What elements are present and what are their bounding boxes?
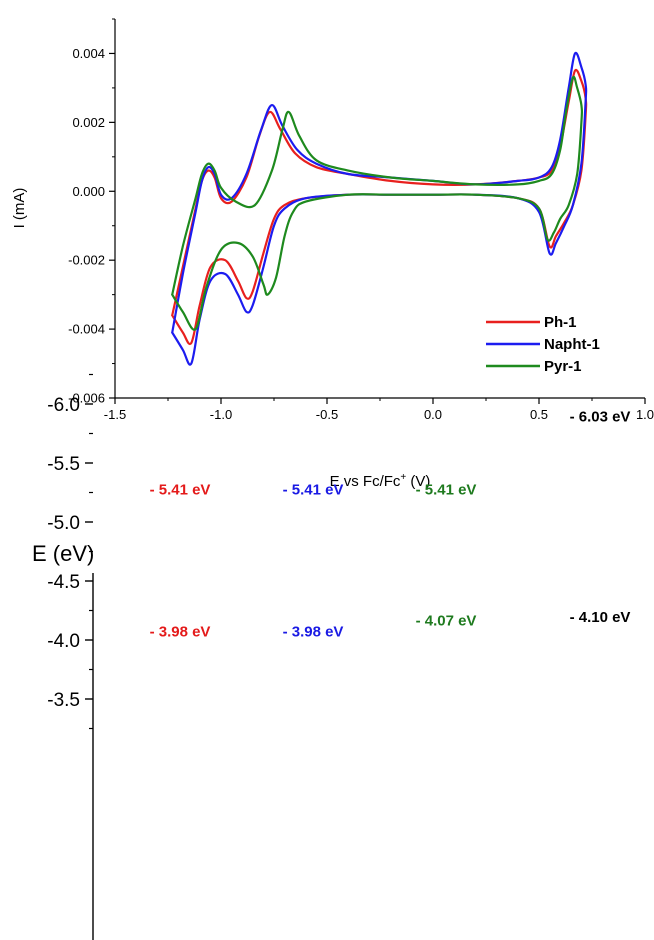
energy-box-label: C60 — [589, 511, 611, 531]
energy-level-chart: E (eV) -3.5 -4.0 -4.5 -5.0 -5.5 -6.0 Ph-1 - 3.… — [32, 373, 631, 940]
energy-levels: Ph-1 - 3.98 eV - 5.41 eV Napht-1 - 3.98 eV - … — [150, 408, 631, 640]
energy-y-tick-label: -4.5 — [47, 572, 80, 593]
cv-y-tick-label: -0.006 — [68, 391, 105, 406]
cv-x-axis-label: E vs Fc/Fc+ (V) — [330, 472, 431, 490]
cv-y-axis-label: I (mA) — [11, 188, 28, 229]
cv-x-tick-label: 1.0 — [636, 407, 654, 422]
energy-y-axis-label: E (eV) — [32, 541, 94, 566]
energy-y-tick-label: -5.5 — [47, 454, 80, 475]
energy-level-napht-1: Napht-1 - 3.98 eV - 5.41 eV — [283, 482, 344, 641]
cv-legend-label: Napht-1 — [544, 336, 600, 353]
energy-axes: -3.5 -4.0 -4.5 -5.0 -5.5 -6.0 — [47, 373, 94, 940]
cv-series-lines — [171, 51, 588, 366]
energy-y-tick-label: -5.0 — [47, 513, 80, 534]
cv-x-tick-label: 0.5 — [530, 407, 548, 422]
cv-y-tick-label: 0.002 — [72, 115, 105, 130]
homo-value: - 5.41 eV — [416, 482, 477, 499]
lumo-value: - 3.98 eV — [150, 623, 211, 640]
cv-x-tick-label: 0.0 — [424, 407, 442, 422]
energy-y-tick-label: -4.0 — [47, 631, 80, 652]
cv-y-tick-label: -0.002 — [68, 253, 105, 268]
lumo-value: - 4.10 eV — [570, 609, 631, 626]
homo-value: - 5.41 eV — [283, 482, 344, 499]
cv-x-tick-label: -1.5 — [104, 407, 126, 422]
homo-value: - 5.41 eV — [150, 482, 211, 499]
lumo-value: - 3.98 eV — [283, 623, 344, 640]
energy-level-ph-1: Ph-1 - 3.98 eV - 5.41 eV — [150, 482, 211, 641]
cv-x-tick-label: -0.5 — [316, 407, 338, 422]
cv-y-tick-label: -0.004 — [68, 322, 105, 337]
cv-legend: Ph-1 Napht-1 Pyr-1 — [486, 314, 600, 375]
energy-level-pyr-1: Pyr-1 - 4.07 eV - 5.41 eV — [416, 482, 477, 630]
energy-box-label: Ph-1 — [164, 555, 197, 572]
energy-y-tick-label: -6.0 — [47, 395, 80, 416]
cv-series-ph-1 — [171, 68, 588, 346]
cv-series-napht-1 — [171, 51, 588, 366]
cv-legend-label: Pyr-1 — [544, 358, 582, 375]
cv-series-pyr-1 — [171, 75, 584, 331]
homo-value: - 6.03 eV — [570, 408, 631, 425]
lumo-value: - 4.07 eV — [416, 613, 477, 630]
energy-box-label: Pyr-1 — [427, 550, 465, 567]
energy-y-tick-label: -3.5 — [47, 690, 80, 711]
cv-y-tick-label: 0.004 — [72, 46, 105, 61]
energy-level-c60: C60 - 4.10 eV - 6.03 eV — [570, 408, 631, 626]
cv-chart: -1.5 -1.0 -0.5 0.0 0.5 1.0 0.004 0.002 0.000 -0.0… — [11, 18, 654, 490]
cv-axes: -1.5 -1.0 -0.5 0.0 0.5 1.0 0.004 0.002 0.000 -0.0… — [68, 18, 654, 422]
cv-legend-label: Ph-1 — [544, 314, 577, 331]
cv-x-tick-label: -1.0 — [210, 407, 232, 422]
energy-box-label: Napht-1 — [285, 555, 341, 572]
cv-y-tick-label: 0.000 — [72, 184, 105, 199]
